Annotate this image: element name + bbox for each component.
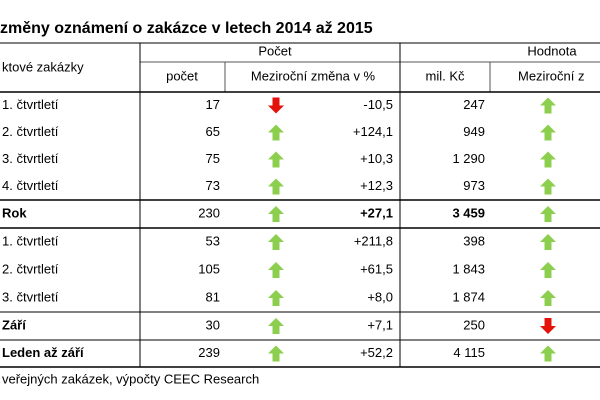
group-header: Hodnota <box>527 43 577 58</box>
cell-count: 30 <box>206 317 220 332</box>
cell-value: 4 115 <box>453 345 485 360</box>
trend-arrow <box>268 318 284 334</box>
cell-count: 65 <box>206 124 220 139</box>
trend-arrow <box>540 151 556 168</box>
column-header: Meziroční změna v % <box>251 68 376 83</box>
trend-arrow <box>540 262 556 278</box>
row-header: ktové zakázky <box>2 59 84 74</box>
row-label: 1. čtvrtletí <box>2 97 59 112</box>
cell-value: 3 459 <box>452 205 485 220</box>
cell-count: 81 <box>206 289 220 304</box>
cell-change: +10,3 <box>360 151 393 166</box>
row-label: Rok <box>2 205 27 220</box>
trend-arrow <box>268 151 284 168</box>
trend-arrow <box>268 345 284 362</box>
cell-change: +52,2 <box>360 345 393 360</box>
cell-count: 17 <box>206 97 220 112</box>
cell-value: 949 <box>463 124 485 139</box>
trend-arrow <box>540 318 556 334</box>
row-label: 3. čtvrtletí <box>2 289 59 304</box>
trend-arrow <box>540 345 556 362</box>
cell-value: 1 874 <box>452 289 485 304</box>
cell-change: +124,1 <box>353 124 393 139</box>
cell-count: 75 <box>206 151 220 166</box>
title: změny oznámení o zakázce v letech 2014 a… <box>0 20 373 37</box>
cell-value: 250 <box>463 317 485 332</box>
rules <box>0 42 600 368</box>
row-label: Září <box>2 317 26 332</box>
cell-value: 1 290 <box>452 151 485 166</box>
row-label: 2. čtvrtletí <box>2 124 59 139</box>
trend-arrow <box>268 290 284 306</box>
trend-arrow <box>268 97 284 114</box>
cell-count: 105 <box>198 261 220 276</box>
cell-change: +211,8 <box>354 233 393 248</box>
cell-change: +12,3 <box>360 178 393 193</box>
cell-count: 239 <box>198 345 220 360</box>
source-note: veřejných zakázek, výpočty CEEC Research <box>2 371 259 386</box>
trend-arrow <box>540 178 556 195</box>
cell-value: 973 <box>463 178 485 193</box>
row-label: 3. čtvrtletí <box>2 151 59 166</box>
trend-arrow <box>540 97 556 114</box>
cell-count: 73 <box>206 178 220 193</box>
trend-arrow <box>268 124 284 141</box>
trend-arrow <box>268 262 284 278</box>
cell-value: 398 <box>463 233 485 248</box>
trend-arrow <box>268 234 284 250</box>
cell-change: -10,5 <box>363 97 393 112</box>
trend-arrow <box>540 290 556 306</box>
row-label: 2. čtvrtletí <box>2 261 59 276</box>
cell-count: 53 <box>206 233 220 248</box>
cell-count: 230 <box>198 205 220 220</box>
cell-change: +27,1 <box>360 205 393 220</box>
cell-change: +8,0 <box>367 289 393 304</box>
trend-arrow <box>540 206 556 222</box>
cell-value: 247 <box>463 97 485 112</box>
cell-change: +7,1 <box>367 317 393 332</box>
cell-change: +61,5 <box>360 261 393 276</box>
group-header: Počet <box>258 43 292 58</box>
row-label: 1. čtvrtletí <box>2 233 59 248</box>
column-header: mil. Kč <box>426 68 466 83</box>
trend-arrow <box>268 178 284 195</box>
trend-arrow <box>540 124 556 141</box>
row-label: 4. čtvrtletí <box>2 178 59 193</box>
cell-value: 1 843 <box>452 261 485 276</box>
trend-arrow <box>540 234 556 250</box>
row-label: Leden až září <box>2 345 84 360</box>
column-header: počet <box>166 68 198 83</box>
column-header: Meziroční z <box>518 68 584 83</box>
trend-arrow <box>268 206 284 222</box>
